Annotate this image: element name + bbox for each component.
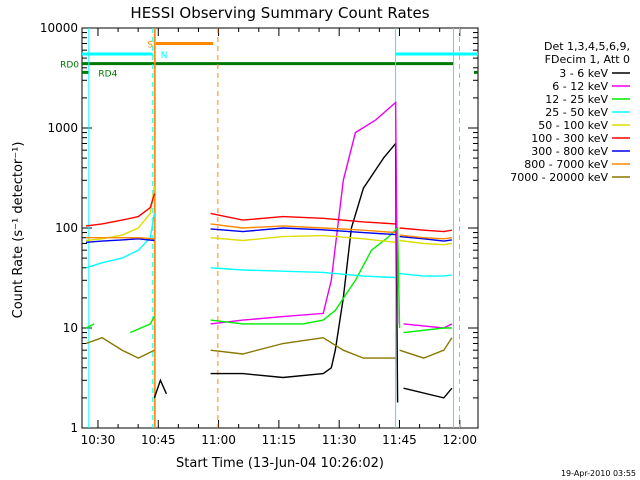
legend: Det 1,3,4,5,6,9,FDecim 1, Att 03 - 6 keV… [510, 40, 630, 184]
series-line [210, 212, 396, 225]
series-line [210, 234, 396, 243]
legend-header: Det 1,3,4,5,6,9, [544, 40, 630, 53]
series-line [210, 336, 396, 359]
event-markers [88, 28, 461, 428]
x-tick-label: 11:30 [322, 433, 357, 447]
status-bar-label: S [147, 40, 153, 50]
series-line [153, 378, 168, 399]
legend-entry-label: 50 - 100 keV [538, 119, 608, 132]
legend-entry-label: 100 - 300 keV [531, 132, 608, 145]
series-line [210, 223, 396, 234]
status-bar-label: RD4 [98, 69, 117, 79]
series-line [129, 316, 156, 334]
axis-ticks: 10:30 10:45 11:00 11:15 11:30 11:45 12:00 1 10 10… [40, 21, 478, 447]
x-tick-label: 11:00 [201, 433, 236, 447]
legend-entry-label: 800 - 7000 keV [524, 158, 608, 171]
legend-entry-label: 300 - 800 keV [531, 145, 608, 158]
series-line [85, 238, 155, 243]
series-line [399, 234, 452, 240]
y-tick-label: 10 [63, 321, 78, 335]
legend-entry-label: 3 - 6 keV [559, 67, 608, 80]
series-lines [85, 100, 453, 403]
chart-title: HESSI Observing Summary Count Rates [130, 4, 429, 22]
series-line [399, 235, 453, 242]
series-line [210, 226, 401, 329]
series-line [85, 323, 95, 329]
x-tick-label: 11:45 [382, 433, 417, 447]
legend-entry-label: 25 - 50 keV [545, 106, 608, 119]
status-bar-label: N [161, 51, 168, 61]
status-bars: RD0 RD4 SN [60, 40, 478, 79]
status-bar-label: RD0 [60, 61, 79, 71]
x-axis-label: Start Time (13-Jun-04 10:26:02) [176, 456, 384, 471]
series-line [85, 186, 156, 242]
series-line [399, 239, 453, 246]
series-line [210, 267, 396, 279]
x-tick-label: 10:30 [81, 433, 116, 447]
series-line [403, 387, 453, 399]
y-tick-label: 10000 [40, 21, 78, 35]
series-line [86, 236, 155, 240]
x-tick-label: 10:45 [141, 433, 176, 447]
x-tick-label: 11:15 [262, 433, 297, 447]
y-tick-label: 100 [55, 221, 78, 235]
series-line [85, 213, 156, 269]
series-line [399, 337, 453, 359]
series-line [399, 272, 453, 277]
series-line [85, 193, 156, 227]
series-line [399, 227, 453, 233]
series-line [210, 227, 396, 236]
footer-timestamp: 19-Apr-2010 03:55 [561, 469, 636, 478]
series-line [85, 336, 155, 359]
legend-entry-label: 7000 - 20000 keV [510, 171, 608, 184]
y-tick-label: 1000 [47, 121, 78, 135]
legend-header: FDecim 1, Att 0 [545, 53, 630, 66]
series-line [210, 141, 399, 403]
legend-entry-label: 12 - 25 keV [545, 93, 608, 106]
series-line [210, 100, 399, 325]
legend-entry-label: 6 - 12 keV [552, 80, 608, 93]
x-tick-label: 12:00 [442, 433, 477, 447]
series-line [403, 327, 452, 334]
y-axis-label: Count Rate (s⁻¹ detector⁻¹) [11, 142, 26, 319]
y-tick-label: 1 [70, 421, 78, 435]
